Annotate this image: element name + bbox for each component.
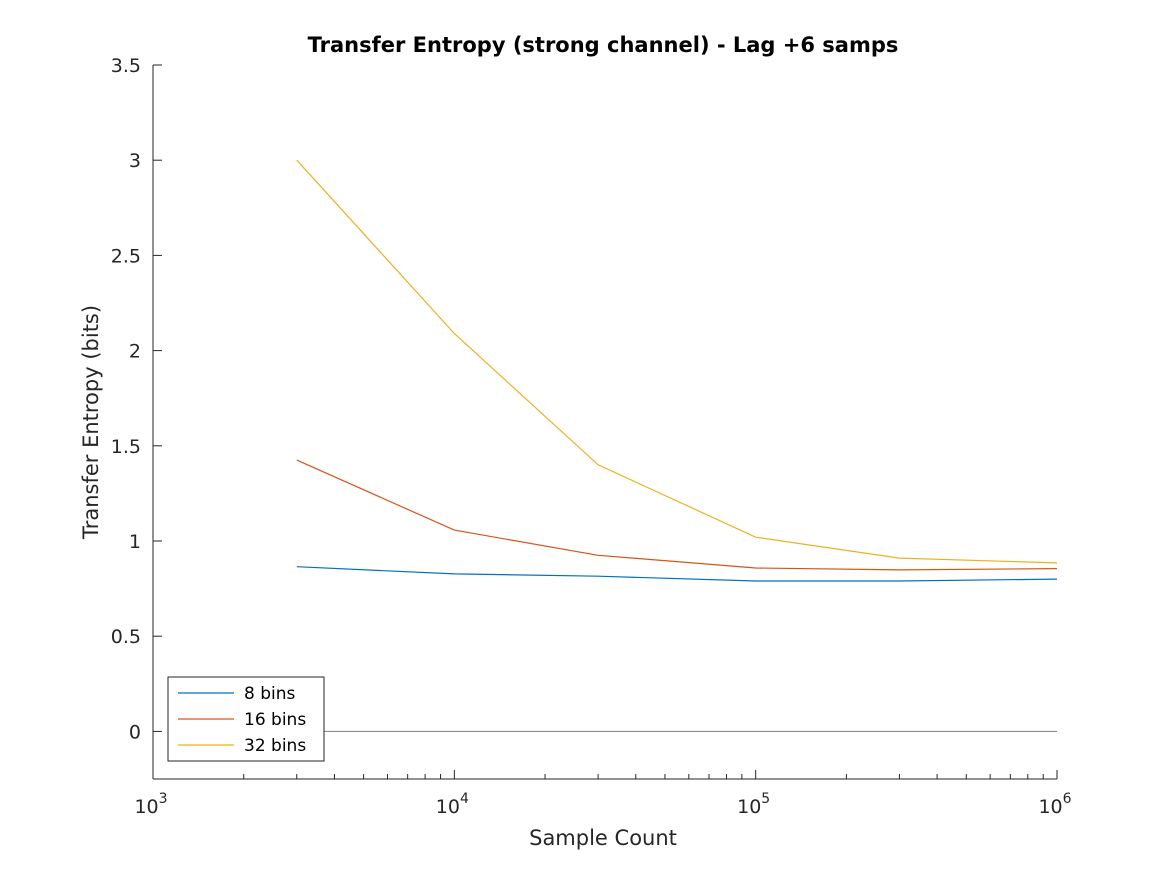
axes [152, 65, 1057, 780]
y-tick-label: 3.5 [111, 55, 141, 77]
x-tick-label: 104 [436, 791, 469, 818]
series-line-32-bins [296, 159, 1058, 564]
legend-label: 8 bins [244, 684, 296, 704]
x-tick-label: 105 [737, 791, 770, 818]
x-tick-label: 103 [134, 791, 167, 818]
y-tick-label: 0 [129, 721, 141, 743]
legend: 8 bins 16 bins 32 bins [167, 676, 325, 762]
legend-label: 32 bins [244, 736, 306, 756]
y-tick-label: 0.5 [111, 626, 141, 648]
y-tick-label: 3 [129, 150, 141, 172]
y-axis-ticks: 0 0.5 1 1.5 2 2.5 3 3.5 [111, 55, 162, 743]
x-tick-label: 106 [1038, 791, 1071, 818]
series-line-16-bins [296, 459, 1058, 571]
legend-label: 16 bins [244, 710, 306, 730]
y-tick-label: 2.5 [111, 245, 141, 267]
x-axis-label: Sample Count [529, 826, 677, 850]
plot-area [296, 159, 1058, 732]
x-axis-ticks: 103 104 105 106 [134, 770, 1072, 818]
y-tick-label: 2 [129, 341, 141, 363]
y-tick-label: 1.5 [111, 436, 141, 458]
y-tick-label: 1 [129, 531, 141, 553]
chart-title: Transfer Entropy (strong channel) - Lag … [308, 33, 899, 57]
y-axis-label: Transfer Entropy (bits) [79, 305, 103, 540]
series-line-8-bins [296, 566, 1058, 582]
